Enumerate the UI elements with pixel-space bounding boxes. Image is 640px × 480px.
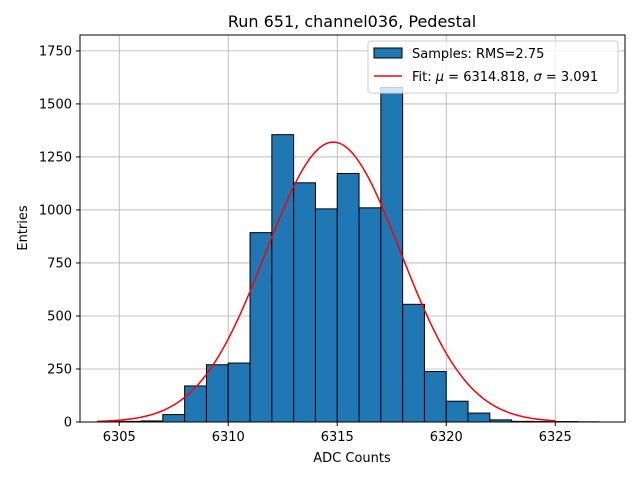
x-tick-label: 6320 xyxy=(430,430,463,445)
x-tick-label: 6310 xyxy=(212,430,245,445)
histogram-bar xyxy=(423,371,447,423)
histogram-bar xyxy=(249,232,273,423)
y-tick-label: 1750 xyxy=(39,44,72,59)
y-tick-label: 0 xyxy=(64,416,72,431)
histogram-bar xyxy=(227,362,251,423)
histogram-bar xyxy=(380,86,404,423)
histogram-bar xyxy=(205,364,229,423)
histogram-bar xyxy=(358,207,382,423)
y-axis-ticks: 0 250 500 750 1000 1250 1500 1750 xyxy=(39,44,80,431)
y-tick-label: 1500 xyxy=(39,97,72,112)
histogram-bar xyxy=(162,414,186,423)
y-tick-label: 250 xyxy=(47,362,72,377)
x-axis-label: ADC Counts xyxy=(313,451,391,466)
fit-curve-group xyxy=(97,141,556,423)
histogram-bar xyxy=(314,208,338,423)
legend: Samples: RMS=2.75 Fit: μ = 6314.818, σ =… xyxy=(367,40,619,94)
y-tick-label: 1250 xyxy=(39,150,72,165)
histogram-bar xyxy=(271,134,295,423)
legend-fit-label: Fit: μ = 6314.818, σ = 3.091 xyxy=(412,70,598,85)
histogram-bars xyxy=(96,86,600,423)
chart-title: Run 651, channel036, Pedestal xyxy=(228,12,476,31)
x-tick-label: 6325 xyxy=(539,430,572,445)
legend-hist-swatch xyxy=(373,47,403,59)
x-tick-label: 6315 xyxy=(321,430,354,445)
y-tick-label: 500 xyxy=(47,309,72,324)
legend-box xyxy=(367,40,619,94)
histogram-bar xyxy=(336,172,360,423)
y-tick-label: 1000 xyxy=(39,203,72,218)
histogram-bar xyxy=(402,303,425,423)
x-tick-label: 6305 xyxy=(103,430,136,445)
y-axis-label: Entries xyxy=(16,205,31,251)
histogram-bar xyxy=(445,400,469,423)
histogram-bar xyxy=(293,182,316,423)
legend-hist-label: Samples: RMS=2.75 xyxy=(412,47,544,62)
y-tick-label: 750 xyxy=(47,256,72,271)
histogram-bar xyxy=(184,385,207,423)
fit-curve xyxy=(97,141,556,423)
histogram-bar xyxy=(467,412,491,423)
plot-frame xyxy=(79,34,626,423)
x-axis-ticks: 6305 6310 6315 6320 6325 xyxy=(103,422,572,445)
